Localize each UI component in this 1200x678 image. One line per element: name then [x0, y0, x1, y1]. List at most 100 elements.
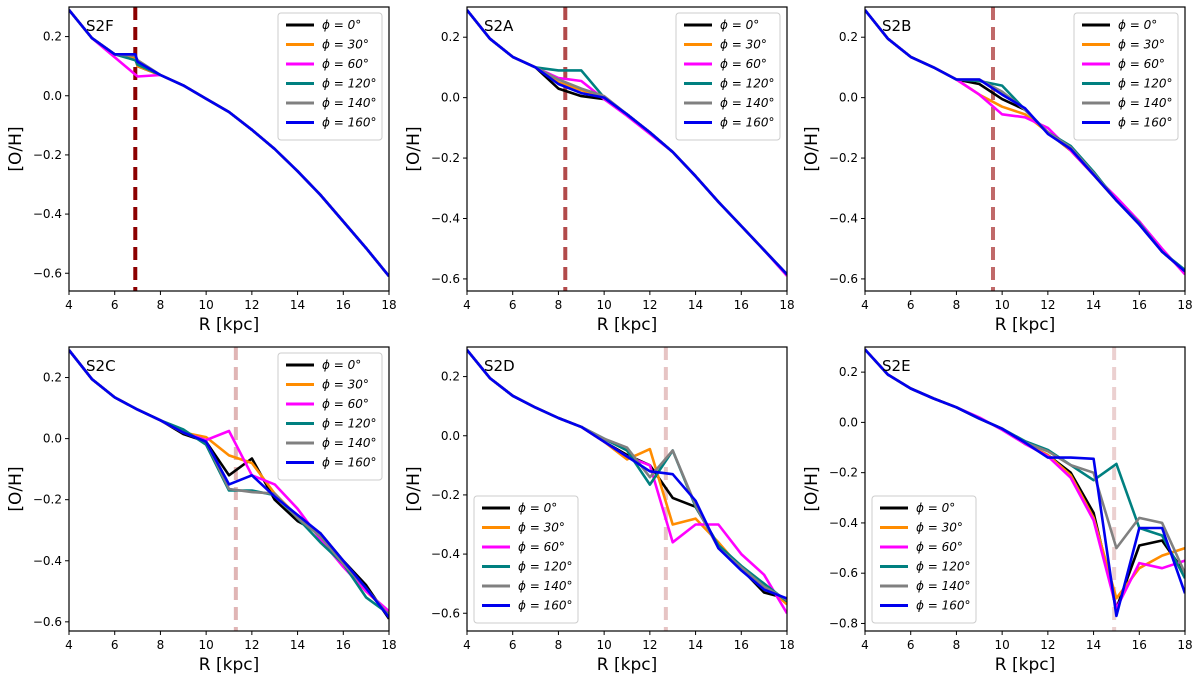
x-tick-label: 6 — [907, 298, 915, 312]
x-tick-label: 16 — [1132, 638, 1147, 652]
x-tick-label: 6 — [509, 298, 517, 312]
series-line-5 — [865, 348, 1185, 618]
y-tick-label: 0.0 — [43, 432, 62, 446]
x-tick-label: 14 — [688, 298, 703, 312]
series-line-5 — [865, 9, 1185, 273]
legend-label: ϕ = 30° — [720, 38, 767, 52]
x-axis-label: R [kpc] — [199, 655, 259, 675]
axis-frame — [466, 6, 788, 292]
panel-title: S2C — [86, 357, 116, 375]
y-axis-label: [O/H] — [6, 466, 26, 511]
legend-label: ϕ = 140° — [916, 579, 971, 593]
y-tick-label: 0.2 — [839, 30, 858, 44]
panel-s2f: 4 6 8 10 12 14 16 18 −0.6 −0.4 −0.2 0.0 0.2 R [kpc] [O… — [6, 6, 397, 335]
legend-label: ϕ = 30° — [322, 378, 369, 392]
panel-s2d: 4 6 8 10 12 14 16 18 −0.6 −0.4 −0.2 0.0 0.2 R [kpc] [O… — [404, 346, 795, 675]
x-tick-label: 12 — [642, 638, 657, 652]
x-tick-label: 8 — [157, 298, 165, 312]
axis-frame — [68, 6, 390, 292]
legend-label: ϕ = 120° — [322, 417, 377, 431]
legend-label: ϕ = 60° — [518, 540, 565, 554]
legend-label: ϕ = 140° — [1118, 96, 1173, 110]
y-tick-label: −0.4 — [431, 547, 460, 561]
axis-frame — [68, 346, 390, 632]
panel-title: S2D — [484, 357, 515, 375]
y-tick-label: −0.2 — [829, 466, 858, 480]
x-tick-label: 10 — [995, 298, 1010, 312]
y-tick-label: −0.2 — [431, 488, 460, 502]
x-tick-label: 18 — [1177, 638, 1192, 652]
x-tick-label: 16 — [734, 298, 749, 312]
x-tick-label: 6 — [111, 638, 119, 652]
legend-label: ϕ = 30° — [518, 521, 565, 535]
series-line-5 — [69, 349, 389, 619]
panel-title: S2A — [484, 17, 514, 35]
x-tick-label: 16 — [336, 638, 351, 652]
panel-title: S2E — [882, 357, 911, 375]
y-tick-label: −0.6 — [829, 566, 858, 580]
legend: ϕ = 0° ϕ = 30° ϕ = 60° ϕ = 120° ϕ = 140° ϕ = … — [675, 12, 781, 141]
x-axis-label: R [kpc] — [597, 655, 657, 675]
legend-label: ϕ = 30° — [1118, 38, 1165, 52]
panel-s2c: 4 6 8 10 12 14 16 18 −0.6 −0.4 −0.2 0.0 0.2 R [kpc] [O… — [6, 346, 397, 675]
x-tick-label: 8 — [157, 638, 165, 652]
y-tick-label: 0.0 — [43, 89, 62, 103]
x-tick-label: 4 — [861, 298, 869, 312]
x-axis-label: R [kpc] — [199, 315, 259, 335]
x-tick-label: 10 — [199, 638, 214, 652]
y-tick-label: 0.0 — [839, 91, 858, 105]
y-axis-label: [O/H] — [802, 466, 822, 511]
series-group — [69, 7, 389, 291]
series-line-5 — [467, 9, 787, 276]
legend-label: ϕ = 140° — [322, 96, 377, 110]
x-tick-label: 8 — [953, 298, 961, 312]
x-tick-label: 10 — [199, 298, 214, 312]
x-tick-label: 12 — [1040, 298, 1055, 312]
y-tick-label: −0.2 — [431, 151, 460, 165]
y-tick-label: 0.2 — [43, 30, 62, 44]
legend-label: ϕ = 30° — [916, 521, 963, 535]
axis-frame — [466, 346, 788, 632]
legend-label: ϕ = 30° — [322, 38, 369, 52]
axis-frame — [864, 346, 1186, 632]
legend-label: ϕ = 0° — [322, 18, 361, 32]
x-tick-label: 18 — [381, 298, 396, 312]
series-line-5 — [467, 349, 787, 600]
series-line-5 — [69, 9, 389, 278]
legend-label: ϕ = 60° — [322, 397, 369, 411]
legend-label: ϕ = 120° — [720, 77, 775, 91]
y-axis-label: [O/H] — [802, 126, 822, 171]
x-tick-label: 16 — [1132, 298, 1147, 312]
panel-s2a: 4 6 8 10 12 14 16 18 −0.6 −0.4 −0.2 0.0 0.2 R [kpc] [O… — [404, 6, 795, 335]
x-tick-label: 8 — [555, 298, 563, 312]
y-tick-label: −0.2 — [829, 151, 858, 165]
legend-label: ϕ = 60° — [322, 57, 369, 71]
y-tick-label: −0.4 — [33, 554, 62, 568]
x-tick-label: 14 — [1086, 638, 1101, 652]
y-tick-label: −0.4 — [431, 211, 460, 225]
x-tick-label: 14 — [688, 638, 703, 652]
x-tick-label: 8 — [555, 638, 563, 652]
x-axis-label: R [kpc] — [597, 315, 657, 335]
series-group — [467, 347, 787, 631]
legend-label: ϕ = 60° — [720, 57, 767, 71]
panel-s2e: 4 6 8 10 12 14 16 18 −0.8 −0.6 −0.4 −0.2 0.0 0.2 R [kp… — [802, 346, 1193, 675]
series-group — [865, 347, 1185, 631]
legend-label: ϕ = 160° — [720, 116, 775, 130]
x-tick-label: 4 — [463, 638, 471, 652]
axis-frame — [864, 6, 1186, 292]
y-tick-label: −0.6 — [33, 615, 62, 629]
y-tick-label: 0.2 — [839, 365, 858, 379]
series-group — [467, 7, 787, 291]
legend-label: ϕ = 140° — [518, 579, 573, 593]
y-tick-label: −0.6 — [431, 272, 460, 286]
x-tick-label: 10 — [597, 298, 612, 312]
x-tick-label: 6 — [907, 638, 915, 652]
legend-label: ϕ = 120° — [518, 560, 573, 574]
y-tick-label: 0.0 — [441, 91, 460, 105]
legend-label: ϕ = 0° — [916, 501, 955, 515]
y-axis-label: [O/H] — [6, 126, 26, 171]
x-tick-label: 14 — [290, 298, 305, 312]
y-tick-label: 0.0 — [441, 429, 460, 443]
